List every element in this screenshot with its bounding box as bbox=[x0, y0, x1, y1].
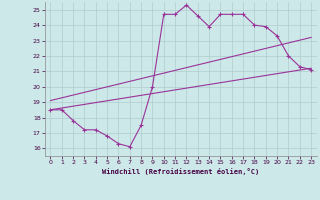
X-axis label: Windchill (Refroidissement éolien,°C): Windchill (Refroidissement éolien,°C) bbox=[102, 168, 260, 175]
